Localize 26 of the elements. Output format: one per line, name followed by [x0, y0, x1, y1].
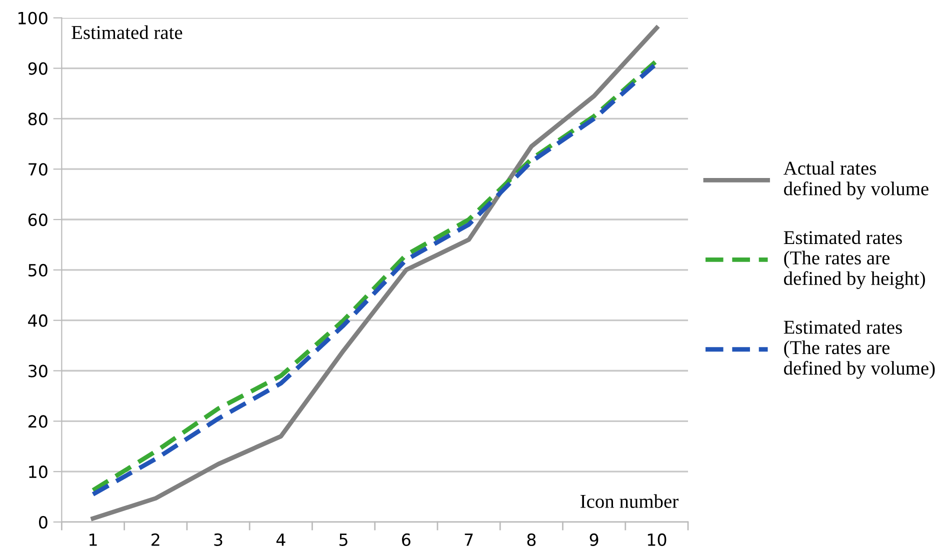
x-tick-label: 1	[90, 534, 97, 546]
x-tick-label: 4	[276, 534, 286, 546]
y-tick-label: 30	[28, 364, 48, 378]
y-tick-label: 100	[18, 12, 48, 24]
legend-label: Estimated rates (The rates are defined by volume)	[784, 320, 935, 379]
y-axis-title: Estimated rate	[72, 25, 182, 40]
y-tick-label: 20	[28, 415, 48, 428]
x-tick-label: 9	[590, 533, 598, 546]
x-tick-label: 5	[340, 534, 348, 546]
x-tick-label: 3	[214, 533, 222, 546]
x-tick-label: 8	[527, 533, 536, 546]
y-tick-label: 70	[28, 163, 48, 176]
x-tick-label: 10	[648, 533, 666, 546]
y-tick-label: 80	[28, 112, 48, 126]
y-tick-label: 40	[28, 314, 48, 327]
y-tick-label: 50	[28, 264, 48, 276]
x-tick-label: 6	[402, 533, 410, 546]
x-axis-title: Icon number	[580, 494, 678, 508]
y-tick-label: 10	[29, 466, 48, 478]
x-tick-label: 7	[464, 534, 473, 546]
y-tick-label: 0	[38, 516, 48, 529]
x-tick-label: 2	[152, 533, 160, 546]
y-tick-label: 90	[28, 62, 48, 75]
legend-label: Actual rates defined by volume	[783, 161, 928, 200]
legend-label: Estimated rates (The rates are defined by height)	[784, 230, 925, 290]
y-tick-label: 60	[28, 213, 48, 226]
